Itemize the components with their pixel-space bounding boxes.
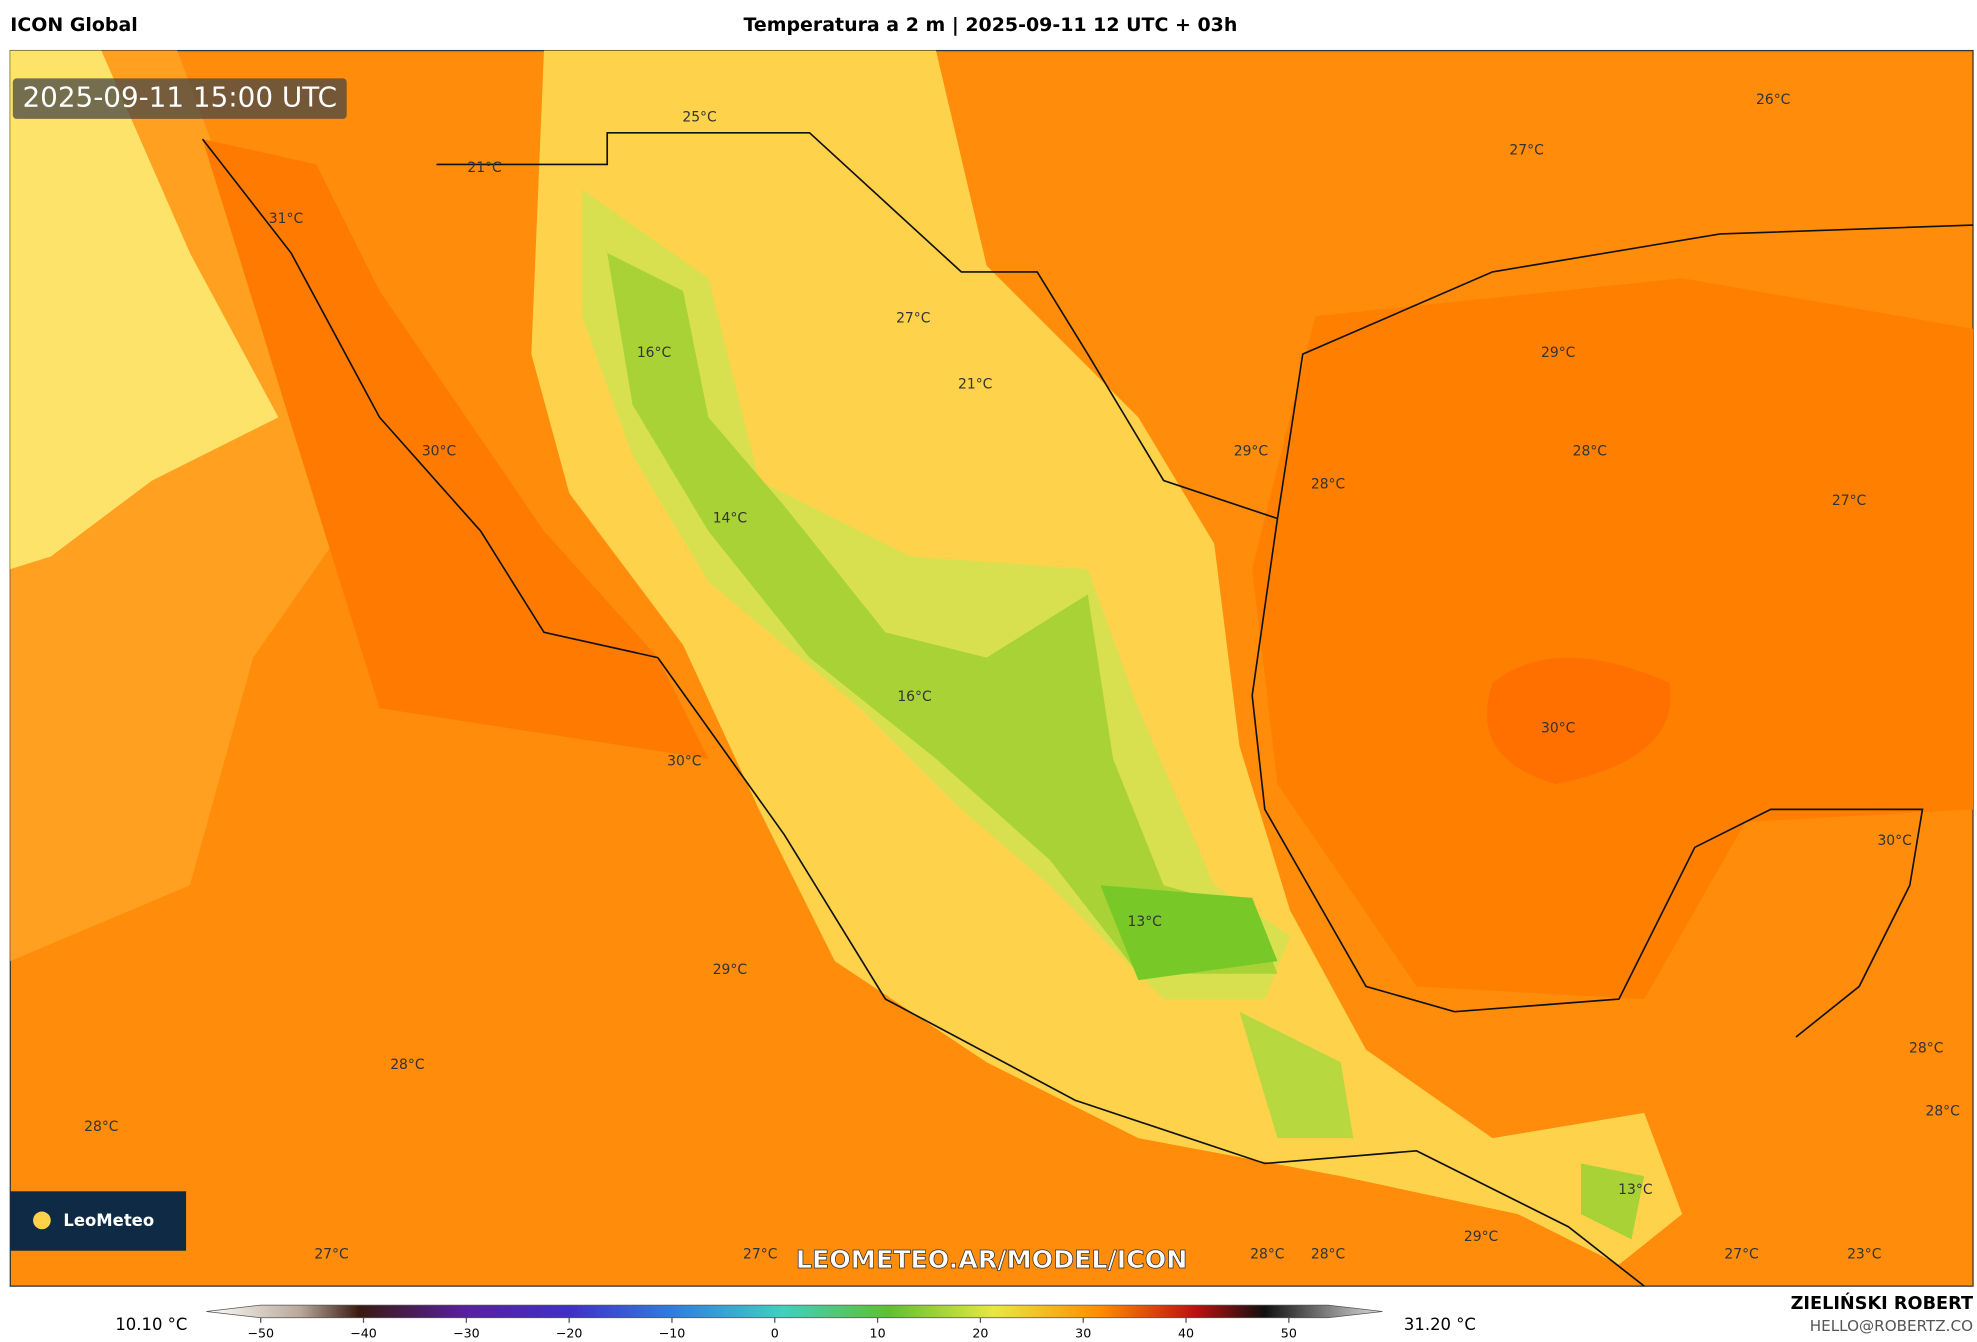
temperature-label: 25°C xyxy=(682,110,716,126)
temperature-label: 16°C xyxy=(897,689,931,705)
temperature-label: 28°C xyxy=(1573,443,1607,459)
colorbar-tick-label: −40 xyxy=(350,1326,377,1338)
colorbar-tick-label: 0 xyxy=(771,1326,779,1338)
temperature-label: 13°C xyxy=(1128,914,1162,930)
temperature-label: 30°C xyxy=(1877,833,1911,849)
temperature-label: 21°C xyxy=(958,376,992,392)
colorbar-tick-label: 10 xyxy=(870,1326,886,1338)
temperature-label: 30°C xyxy=(422,443,456,459)
model-name: ICON Global xyxy=(10,14,137,36)
temperature-label: 28°C xyxy=(1909,1040,1943,1056)
temperature-label: 31°C xyxy=(269,211,303,227)
map-title: Temperatura a 2 m | 2025-09-11 12 UTC + … xyxy=(743,14,1237,36)
temperature-label: 29°C xyxy=(1541,345,1575,361)
colorbar-tick-label: −50 xyxy=(247,1326,274,1338)
temperature-label: 27°C xyxy=(896,311,930,327)
temperature-label: 21°C xyxy=(467,160,501,176)
colorbar xyxy=(206,1304,1383,1319)
temperature-label: 29°C xyxy=(1464,1229,1498,1245)
temperature-label: 29°C xyxy=(713,962,747,978)
colorbar-tick-label: 50 xyxy=(1281,1326,1297,1338)
author: ZIELIŃSKI ROBERT xyxy=(1791,1292,1973,1314)
temperature-label: 30°C xyxy=(1541,720,1575,736)
max-value: 31.20 °C xyxy=(1404,1315,1476,1334)
temperature-label: 27°C xyxy=(314,1247,348,1263)
logo: LeoMeteo xyxy=(63,1211,154,1230)
colorbar-tick-label: 30 xyxy=(1075,1326,1091,1338)
temperature-label: 28°C xyxy=(1311,1247,1345,1263)
map: 2025-09-11 15:00 UTC LeoMeteo LEOMETEO.A… xyxy=(9,49,1974,1287)
temperature-label: 27°C xyxy=(1832,493,1866,509)
colorbar-tick-label: 40 xyxy=(1178,1326,1194,1338)
colorbar-tick-label: 20 xyxy=(972,1326,988,1338)
temperature-label: 29°C xyxy=(1234,443,1268,459)
temperature-label: 27°C xyxy=(1724,1247,1758,1263)
watermark: LEOMETEO.AR/MODEL/ICON xyxy=(796,1245,1187,1274)
timestamp: 2025-09-11 15:00 UTC xyxy=(22,81,337,114)
email: HELLO@ROBERTZ.CO xyxy=(1810,1317,1973,1335)
temperature-label: 16°C xyxy=(637,345,671,361)
colorbar-tick-label: −10 xyxy=(659,1326,686,1338)
temperature-label: 28°C xyxy=(1311,476,1345,492)
temperature-label: 27°C xyxy=(1509,142,1543,158)
min-value: 10.10 °C xyxy=(115,1315,187,1334)
temperature-label: 26°C xyxy=(1756,92,1790,108)
temperature-label: 27°C xyxy=(743,1247,777,1263)
temperature-label: 14°C xyxy=(713,511,747,527)
temperature-label: 28°C xyxy=(84,1119,118,1135)
temperature-label: 28°C xyxy=(1925,1104,1959,1120)
temperature-label: 13°C xyxy=(1618,1182,1652,1198)
temperature-label: 30°C xyxy=(667,753,701,769)
temperature-label: 23°C xyxy=(1847,1247,1881,1263)
temperature-label: 28°C xyxy=(1250,1247,1284,1263)
temperature-label: 28°C xyxy=(390,1057,424,1073)
colorbar-tick-label: −20 xyxy=(556,1326,583,1338)
colorbar-tick-label: −30 xyxy=(453,1326,480,1338)
